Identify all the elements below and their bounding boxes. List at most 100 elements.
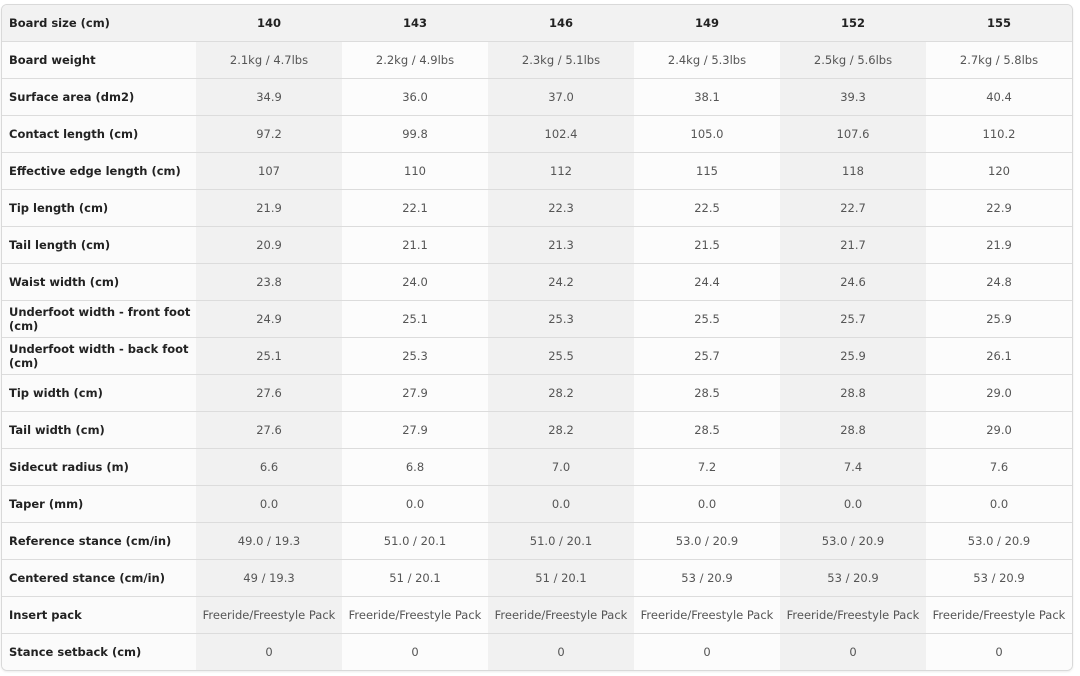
table-cell: 6.8 <box>342 448 488 486</box>
table-cell: 49.0 / 19.3 <box>196 522 342 560</box>
row-label: Underfoot width - front foot (cm) <box>2 300 196 338</box>
table-cell: 29.0 <box>926 374 1072 412</box>
row-label: Surface area (dm2) <box>2 78 196 116</box>
table-cell: 25.5 <box>488 337 634 375</box>
table-cell: 25.3 <box>488 300 634 338</box>
table-cell: 28.5 <box>634 374 780 412</box>
row-label: Insert pack <box>2 596 196 634</box>
table-cell: 7.4 <box>780 448 926 486</box>
table-cell: 27.6 <box>196 411 342 449</box>
table-cell: 39.3 <box>780 78 926 116</box>
table-row: Tip length (cm) 21.9 22.1 22.3 22.5 22.7 22.9 <box>2 189 1072 227</box>
table-cell: 38.1 <box>634 78 780 116</box>
table-row: Board weight 2.1kg / 4.7lbs 2.2kg / 4.9lbs… <box>2 41 1072 79</box>
table-cell: 97.2 <box>196 115 342 153</box>
table-cell: 37.0 <box>488 78 634 116</box>
table-cell: 53.0 / 20.9 <box>926 522 1072 560</box>
board-spec-table: Board size (cm) 140 143 146 149 152 155 Board… <box>2 5 1072 670</box>
row-label: Tip length (cm) <box>2 189 196 227</box>
table-cell: 110 <box>342 152 488 190</box>
row-label: Contact length (cm) <box>2 115 196 153</box>
table-cell: 120 <box>926 152 1072 190</box>
table-cell: 0.0 <box>926 485 1072 523</box>
table-cell: 0.0 <box>634 485 780 523</box>
table-cell: 112 <box>488 152 634 190</box>
row-label: Tip width (cm) <box>2 374 196 412</box>
row-label: Reference stance (cm/in) <box>2 522 196 560</box>
table-row: Stance setback (cm) 0 0 0 0 0 0 <box>2 633 1072 670</box>
header-size-143: 143 <box>342 5 488 42</box>
table-cell: 28.8 <box>780 411 926 449</box>
table-cell: 2.5kg / 5.6lbs <box>780 41 926 79</box>
table-cell: 24.4 <box>634 263 780 301</box>
table-cell: 0 <box>634 633 780 670</box>
table-cell: 21.3 <box>488 226 634 264</box>
table-cell: 99.8 <box>342 115 488 153</box>
row-label: Sidecut radius (m) <box>2 448 196 486</box>
table-cell: 40.4 <box>926 78 1072 116</box>
table-cell: 0 <box>488 633 634 670</box>
table-cell: 118 <box>780 152 926 190</box>
table-cell: 24.9 <box>196 300 342 338</box>
table-cell: 24.0 <box>342 263 488 301</box>
header-size-155: 155 <box>926 5 1072 42</box>
header-size-149: 149 <box>634 5 780 42</box>
table-cell: 23.8 <box>196 263 342 301</box>
header-size-146: 146 <box>488 5 634 42</box>
table-cell: 25.1 <box>196 337 342 375</box>
table-cell: 2.7kg / 5.8lbs <box>926 41 1072 79</box>
table-cell: 107 <box>196 152 342 190</box>
table-row: Insert pack Freeride/Freestyle Pack Freeri… <box>2 596 1072 634</box>
table-cell: 22.5 <box>634 189 780 227</box>
header-size-140: 140 <box>196 5 342 42</box>
table-cell: Freeride/Freestyle Pack <box>196 596 342 634</box>
table-cell: 51 / 20.1 <box>488 559 634 597</box>
table-cell: 25.9 <box>780 337 926 375</box>
table-cell: 7.6 <box>926 448 1072 486</box>
table-cell: 22.7 <box>780 189 926 227</box>
table-cell: 0.0 <box>342 485 488 523</box>
table-cell: 107.6 <box>780 115 926 153</box>
table-row: Underfoot width - back foot (cm) 25.1 25.3… <box>2 337 1072 375</box>
row-label: Taper (mm) <box>2 485 196 523</box>
table-cell: 2.4kg / 5.3lbs <box>634 41 780 79</box>
table-row: Surface area (dm2) 34.9 36.0 37.0 38.1 39.3 40… <box>2 78 1072 116</box>
row-label: Board weight <box>2 41 196 79</box>
row-label: Centered stance (cm/in) <box>2 559 196 597</box>
table-cell: 53.0 / 20.9 <box>634 522 780 560</box>
table-cell: 105.0 <box>634 115 780 153</box>
table-cell: 2.3kg / 5.1lbs <box>488 41 634 79</box>
table-cell: 27.6 <box>196 374 342 412</box>
table-cell: 53 / 20.9 <box>780 559 926 597</box>
row-label: Tail width (cm) <box>2 411 196 449</box>
row-label: Stance setback (cm) <box>2 633 196 670</box>
header-label: Board size (cm) <box>2 5 196 42</box>
table-cell: 7.2 <box>634 448 780 486</box>
table-cell: Freeride/Freestyle Pack <box>488 596 634 634</box>
table-cell: 0.0 <box>196 485 342 523</box>
table-cell: 34.9 <box>196 78 342 116</box>
table-cell: 0 <box>780 633 926 670</box>
table-row: Sidecut radius (m) 6.6 6.8 7.0 7.2 7.4 7.6 <box>2 448 1072 486</box>
table-row: Tail width (cm) 27.6 27.9 28.2 28.5 28.8 29.0 <box>2 411 1072 449</box>
table-cell: 28.2 <box>488 374 634 412</box>
table-cell: 102.4 <box>488 115 634 153</box>
table-cell: 7.0 <box>488 448 634 486</box>
table-cell: 0 <box>926 633 1072 670</box>
table-cell: 22.3 <box>488 189 634 227</box>
table-cell: 51 / 20.1 <box>342 559 488 597</box>
table-cell: 28.8 <box>780 374 926 412</box>
table-cell: 25.7 <box>634 337 780 375</box>
table-cell: 21.7 <box>780 226 926 264</box>
table-cell: 49 / 19.3 <box>196 559 342 597</box>
table-row: Tip width (cm) 27.6 27.9 28.2 28.5 28.8 29.0 <box>2 374 1072 412</box>
table-cell: 0.0 <box>488 485 634 523</box>
table-cell: 24.2 <box>488 263 634 301</box>
table-cell: 2.1kg / 4.7lbs <box>196 41 342 79</box>
row-label: Tail length (cm) <box>2 226 196 264</box>
table-row: Centered stance (cm/in) 49 / 19.3 51 / 20.… <box>2 559 1072 597</box>
table-cell: 20.9 <box>196 226 342 264</box>
table-row: Tail length (cm) 20.9 21.1 21.3 21.5 21.7 21.9 <box>2 226 1072 264</box>
table-cell: 53 / 20.9 <box>634 559 780 597</box>
table-cell: 53 / 20.9 <box>926 559 1072 597</box>
